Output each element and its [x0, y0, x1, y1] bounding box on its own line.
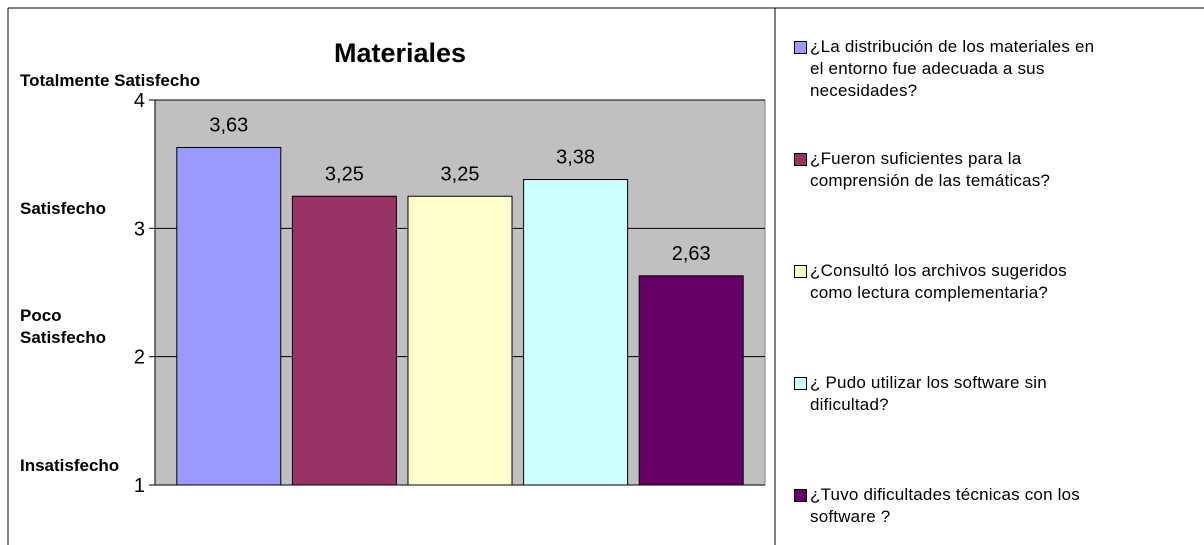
- y-level-label: Insatisfecho: [20, 456, 120, 475]
- data-label: 3,25: [441, 163, 480, 185]
- legend-swatch: [794, 265, 807, 278]
- legend-label: ¿Fueron suficientes para la comprensión …: [810, 149, 1051, 190]
- data-label: 3,25: [325, 163, 364, 185]
- y-tick-label: 1: [134, 475, 145, 497]
- legend-swatch: [794, 377, 807, 390]
- legend-label: ¿Consultó los archivos sugeridos como le…: [810, 261, 1067, 302]
- y-level-label: Satisfecho: [20, 199, 106, 219]
- bar: [407, 195, 513, 486]
- data-label: 3,63: [209, 114, 248, 136]
- chart-title: Materiales: [334, 38, 466, 68]
- legend-label: ¿La distribución de los materiales en el…: [810, 37, 1095, 100]
- bar: [638, 275, 744, 486]
- legend-swatch: [794, 489, 807, 502]
- data-label: 3,38: [556, 147, 595, 169]
- bar: [291, 195, 397, 486]
- legend-label: ¿Tuvo dificultades técnicas con los soft…: [810, 485, 1080, 526]
- y-tick-label: 2: [134, 347, 145, 369]
- y-level-label: Poco Satisfecho: [20, 305, 106, 347]
- bar: [176, 146, 282, 486]
- data-label: 2,63: [672, 243, 711, 265]
- y-tick-label: 3: [134, 218, 145, 240]
- y-level-label: Totalmente Satisfecho: [20, 71, 201, 90]
- legend-label: ¿ Pudo utilizar los software sin dificul…: [810, 373, 1047, 414]
- legend-swatch: [794, 153, 807, 166]
- bar: [523, 179, 629, 486]
- y-tick-label: 4: [134, 90, 145, 112]
- legend-swatch: [794, 41, 807, 54]
